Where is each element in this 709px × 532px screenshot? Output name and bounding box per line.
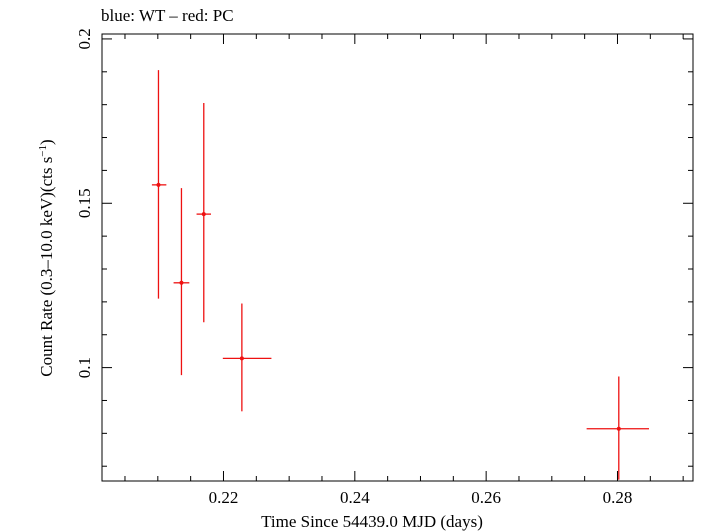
x-tick-label: 0.24 xyxy=(340,488,370,507)
x-tick-label: 0.28 xyxy=(603,488,633,507)
y-axis-label-exponent: −1 xyxy=(37,145,49,157)
data-marker xyxy=(156,182,161,187)
data-point xyxy=(586,376,650,480)
y-axis-label-close: ) xyxy=(37,139,56,145)
data-point xyxy=(196,103,212,323)
chart-title: blue: WT – red: PC xyxy=(101,6,234,25)
data-point xyxy=(173,188,190,376)
x-axis-label: Time Since 54439.0 MJD (days) xyxy=(261,512,483,531)
data-marker xyxy=(179,280,184,285)
y-tick-label: 0.1 xyxy=(75,357,94,378)
data-marker xyxy=(616,426,621,431)
y-tick-label: 0.15 xyxy=(75,188,94,218)
plot-frame xyxy=(101,33,694,482)
data-point xyxy=(151,70,167,299)
x-tick-labels: 0.22 0.24 0.26 0.28 xyxy=(209,488,633,507)
y-tick-label: 0.2 xyxy=(75,28,94,49)
x-tick-label: 0.26 xyxy=(471,488,501,507)
y-tick-labels: 0.1 0.15 0.2 xyxy=(75,28,94,378)
data-marker xyxy=(201,212,206,217)
y-axis-label: Count Rate (0.3–10.0 keV)(cts s−1) xyxy=(37,139,56,376)
data-marker xyxy=(239,356,244,361)
data-point xyxy=(222,303,272,412)
data-points xyxy=(151,70,650,480)
axis-ticks xyxy=(102,34,693,481)
y-axis-label-main: Count Rate (0.3–10.0 keV)(cts s xyxy=(37,157,56,377)
x-tick-label: 0.22 xyxy=(209,488,239,507)
